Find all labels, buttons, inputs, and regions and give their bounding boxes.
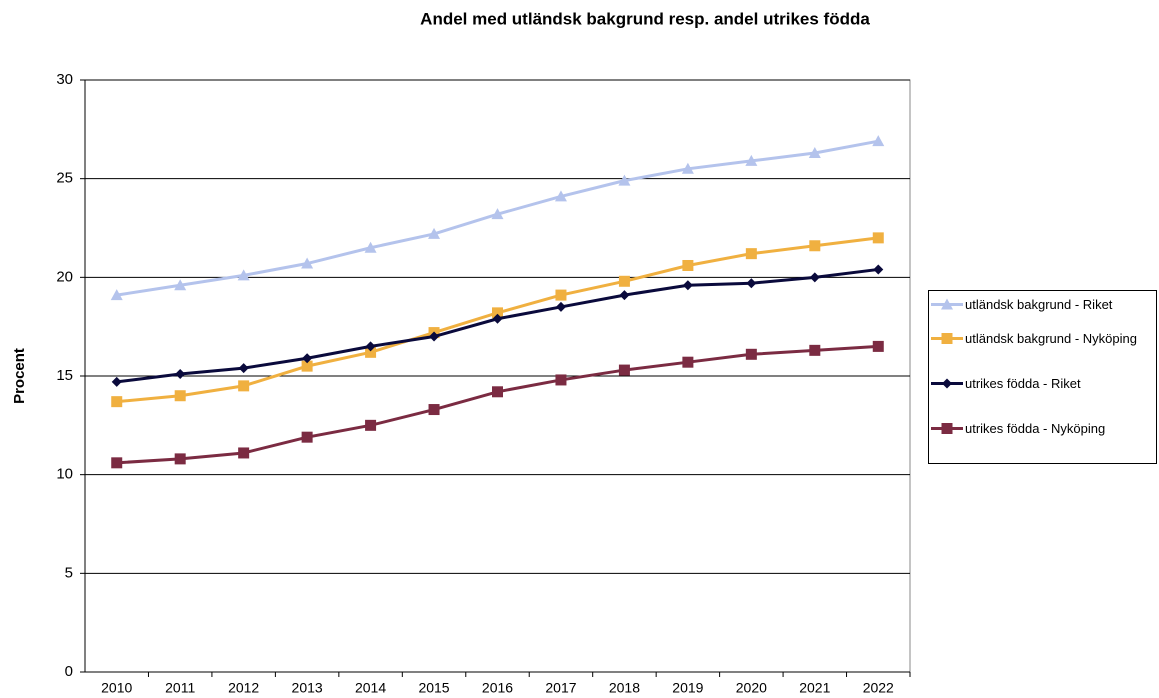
marker — [301, 431, 313, 443]
legend-item: utrikes födda - Riket — [929, 376, 1158, 391]
marker — [682, 280, 693, 291]
x-tick-label: 2021 — [799, 680, 830, 696]
x-tick-label: 2019 — [672, 680, 703, 696]
marker — [428, 404, 440, 416]
marker — [745, 248, 757, 260]
marker — [492, 307, 503, 319]
marker — [618, 275, 630, 287]
marker — [941, 423, 953, 434]
marker — [237, 269, 250, 281]
legend-item: utländsk bakgrund - Nyköping — [929, 331, 1158, 346]
marker — [429, 331, 440, 342]
y-tick-label: 30 — [56, 71, 73, 88]
marker — [302, 353, 313, 364]
x-tick-label: 2010 — [101, 680, 132, 696]
marker — [238, 447, 250, 459]
x-tick-label: 2016 — [482, 680, 513, 696]
x-tick-label: 2012 — [228, 680, 259, 696]
marker — [555, 289, 567, 301]
marker — [301, 257, 314, 269]
marker — [554, 190, 567, 202]
x-tick-label: 2011 — [165, 680, 195, 696]
marker — [873, 264, 884, 275]
marker — [745, 348, 757, 360]
y-tick-label: 15 — [56, 367, 73, 384]
y-tick-label: 0 — [65, 663, 73, 680]
series-line — [116, 344, 879, 465]
marker — [428, 227, 441, 239]
marker — [941, 333, 953, 344]
marker — [872, 135, 885, 147]
marker — [555, 301, 566, 312]
marker — [492, 313, 503, 324]
legend-swatch — [931, 378, 963, 389]
marker — [809, 344, 821, 356]
marker — [364, 241, 377, 253]
marker — [174, 390, 186, 402]
x-tick-label: 2014 — [355, 680, 386, 696]
marker — [618, 364, 630, 376]
x-tick-label: 2022 — [863, 680, 894, 696]
marker — [682, 259, 694, 271]
y-axis-label: Procent — [11, 348, 28, 404]
marker — [872, 340, 884, 352]
x-tick-label: 2017 — [545, 680, 576, 696]
marker — [492, 386, 503, 398]
y-tick-label: 5 — [65, 564, 73, 581]
marker — [491, 208, 504, 220]
marker — [682, 356, 694, 368]
legend-swatch — [931, 423, 963, 434]
marker — [808, 147, 821, 159]
marker — [942, 378, 952, 389]
y-tick-label: 25 — [56, 170, 73, 187]
y-tick-label: 10 — [56, 466, 73, 483]
marker — [174, 279, 187, 291]
marker — [746, 278, 757, 289]
series-line — [116, 267, 879, 384]
marker — [618, 174, 631, 186]
legend-label: utrikes födda - Nyköping — [965, 421, 1106, 436]
marker — [238, 363, 249, 374]
marker — [681, 162, 694, 174]
marker — [745, 154, 758, 166]
marker — [111, 457, 123, 469]
marker — [238, 380, 250, 392]
legend: utländsk bakgrund - Riket utländsk bakgru… — [928, 290, 1157, 464]
marker — [111, 376, 122, 387]
legend-label: utländsk bakgrund - Riket — [965, 297, 1113, 312]
legend-label: utländsk bakgrund - Nyköping — [965, 331, 1137, 346]
legend-label: utrikes födda - Riket — [965, 376, 1081, 391]
x-tick-label: 2018 — [609, 680, 640, 696]
marker — [872, 232, 884, 244]
chart-title: Andel med utländsk bakgrund resp. andel … — [420, 9, 870, 28]
marker — [301, 360, 313, 372]
marker — [174, 453, 186, 465]
y-tick-label: 20 — [56, 268, 73, 285]
marker — [555, 374, 567, 386]
legend-item: utländsk bakgrund - Riket — [929, 297, 1158, 312]
legend-swatch — [931, 333, 963, 344]
x-tick-label: 2015 — [418, 680, 449, 696]
legend-item: utrikes födda - Nyköping — [929, 421, 1158, 436]
marker — [175, 369, 186, 380]
marker — [619, 290, 630, 301]
x-tick-label: 2020 — [736, 680, 767, 696]
marker — [365, 346, 377, 358]
marker — [110, 289, 123, 301]
marker — [365, 341, 376, 352]
legend-swatch — [931, 298, 963, 310]
marker — [941, 298, 953, 310]
marker — [111, 396, 123, 408]
x-tick-label: 2013 — [292, 680, 323, 696]
marker — [809, 240, 821, 252]
marker — [809, 272, 820, 283]
marker — [365, 419, 377, 431]
